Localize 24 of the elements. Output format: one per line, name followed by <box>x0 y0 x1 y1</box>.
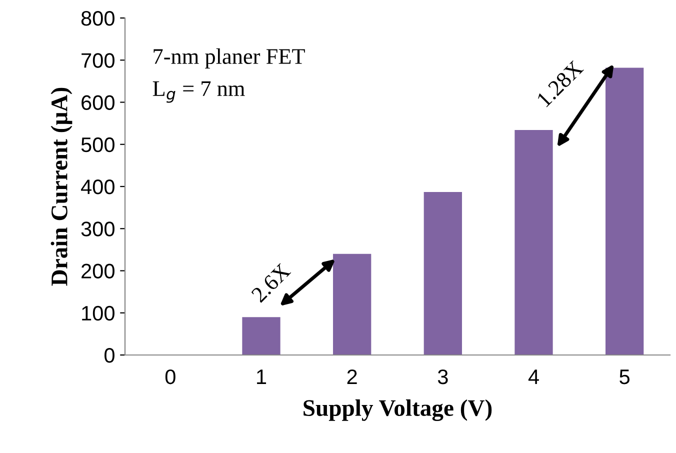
y-tick-label: 300 <box>81 222 114 236</box>
x-axis-title: Supply Voltage (V) <box>304 399 492 422</box>
bar <box>606 68 644 355</box>
y-tick-label: 0 <box>104 348 114 363</box>
x-tick-label: 5 <box>620 370 630 384</box>
annotation: 7-nm planer FET <box>154 48 305 69</box>
x-tick-label: 0 <box>165 369 176 384</box>
x-tick-label: 2 <box>347 369 357 384</box>
bar <box>514 130 553 355</box>
y-tick-label: 100 <box>82 306 114 321</box>
bar <box>333 254 372 355</box>
y-tick-label: 600 <box>82 95 114 110</box>
x-tick-label: 3 <box>438 369 448 384</box>
bar <box>424 192 462 355</box>
y-tick-label: 200 <box>82 264 114 279</box>
y-tick-label: 800 <box>81 11 114 26</box>
x-tick-label: 4 <box>528 370 539 384</box>
bar <box>242 317 280 355</box>
y-tick-label: 500 <box>81 137 114 152</box>
x-tick-label: 1 <box>257 370 266 384</box>
y-axis-title: Drain Current (µA) <box>50 88 72 286</box>
annotation: L$_{g}$ = 7 nm <box>152 81 245 103</box>
y-tick-label: 700 <box>82 53 114 68</box>
y-tick-label: 400 <box>81 180 114 194</box>
